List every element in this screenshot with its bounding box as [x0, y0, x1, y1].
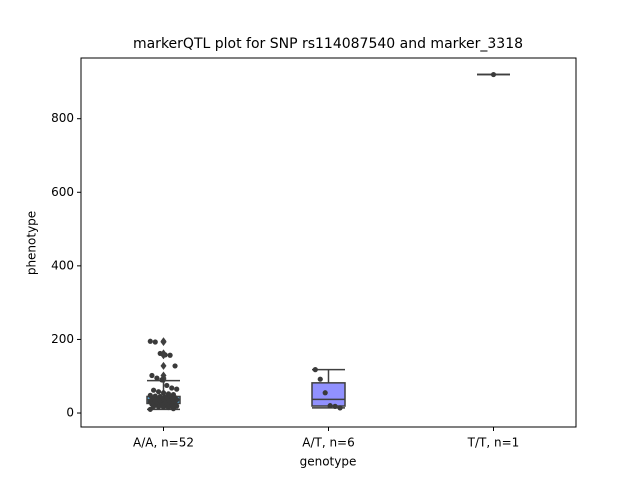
point — [327, 403, 333, 409]
point — [174, 386, 180, 392]
x-axis-label: genotype — [300, 455, 357, 469]
y-tick-label: 800 — [51, 111, 74, 125]
x-tick-label: A/T, n=6 — [302, 436, 355, 450]
point — [490, 71, 497, 78]
point — [160, 390, 167, 396]
y-tick-label: 0 — [66, 406, 74, 420]
point — [151, 387, 157, 393]
x-tick-label: T/T, n=1 — [467, 436, 520, 450]
outlier — [160, 338, 167, 347]
chart-title: markerQTL plot for SNP rs114087540 and m… — [133, 36, 523, 52]
point — [159, 377, 165, 383]
y-axis-label: phenotype — [25, 211, 39, 275]
y-tick-label: 200 — [51, 332, 74, 346]
point — [167, 352, 173, 358]
point — [172, 363, 178, 369]
x-tick-label: A/A, n=52 — [133, 436, 194, 450]
point — [170, 406, 176, 412]
point — [337, 405, 343, 411]
y-tick-label: 400 — [51, 258, 74, 272]
point — [147, 406, 153, 412]
point — [312, 367, 318, 373]
point — [152, 339, 158, 345]
point — [149, 372, 155, 379]
box — [311, 382, 346, 407]
point — [165, 404, 172, 411]
point — [169, 385, 175, 391]
point — [332, 403, 338, 409]
point — [147, 338, 153, 344]
outlier — [160, 361, 167, 370]
point — [164, 382, 170, 389]
point — [160, 404, 167, 410]
point — [322, 390, 328, 396]
point — [154, 375, 160, 381]
point — [155, 404, 162, 410]
outlier — [160, 351, 167, 360]
y-tick-label: 600 — [51, 185, 74, 199]
point — [317, 376, 323, 382]
plot-frame — [80, 57, 577, 428]
point — [155, 389, 162, 395]
